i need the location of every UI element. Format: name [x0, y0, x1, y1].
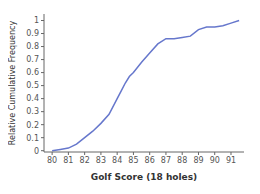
svg-text:90: 90	[210, 156, 220, 165]
svg-text:84: 84	[112, 156, 122, 165]
svg-text:86: 86	[145, 156, 155, 165]
svg-text:Golf Score (18 holes): Golf Score (18 holes)	[91, 172, 197, 182]
svg-text:1: 1	[34, 16, 39, 25]
svg-text:0.2: 0.2	[26, 121, 39, 130]
svg-text:0.4: 0.4	[26, 94, 39, 103]
svg-text:0.7: 0.7	[26, 55, 39, 64]
svg-text:82: 82	[80, 156, 90, 165]
svg-text:87: 87	[161, 156, 171, 165]
svg-text:91: 91	[226, 156, 236, 165]
svg-text:0.6: 0.6	[26, 68, 39, 77]
svg-text:0: 0	[34, 147, 39, 156]
svg-text:81: 81	[63, 156, 73, 165]
svg-text:0.5: 0.5	[26, 81, 39, 90]
svg-text:0.3: 0.3	[26, 107, 39, 116]
svg-text:83: 83	[96, 156, 106, 165]
svg-text:85: 85	[128, 156, 138, 165]
svg-text:0.9: 0.9	[26, 29, 39, 38]
svg-text:80: 80	[47, 156, 57, 165]
svg-text:0.1: 0.1	[26, 134, 39, 143]
svg-text:88: 88	[177, 156, 187, 165]
svg-text:Relative Cumulative Frequency: Relative Cumulative Frequency	[8, 21, 17, 146]
svg-text:0.8: 0.8	[26, 42, 39, 51]
svg-text:89: 89	[193, 156, 203, 165]
